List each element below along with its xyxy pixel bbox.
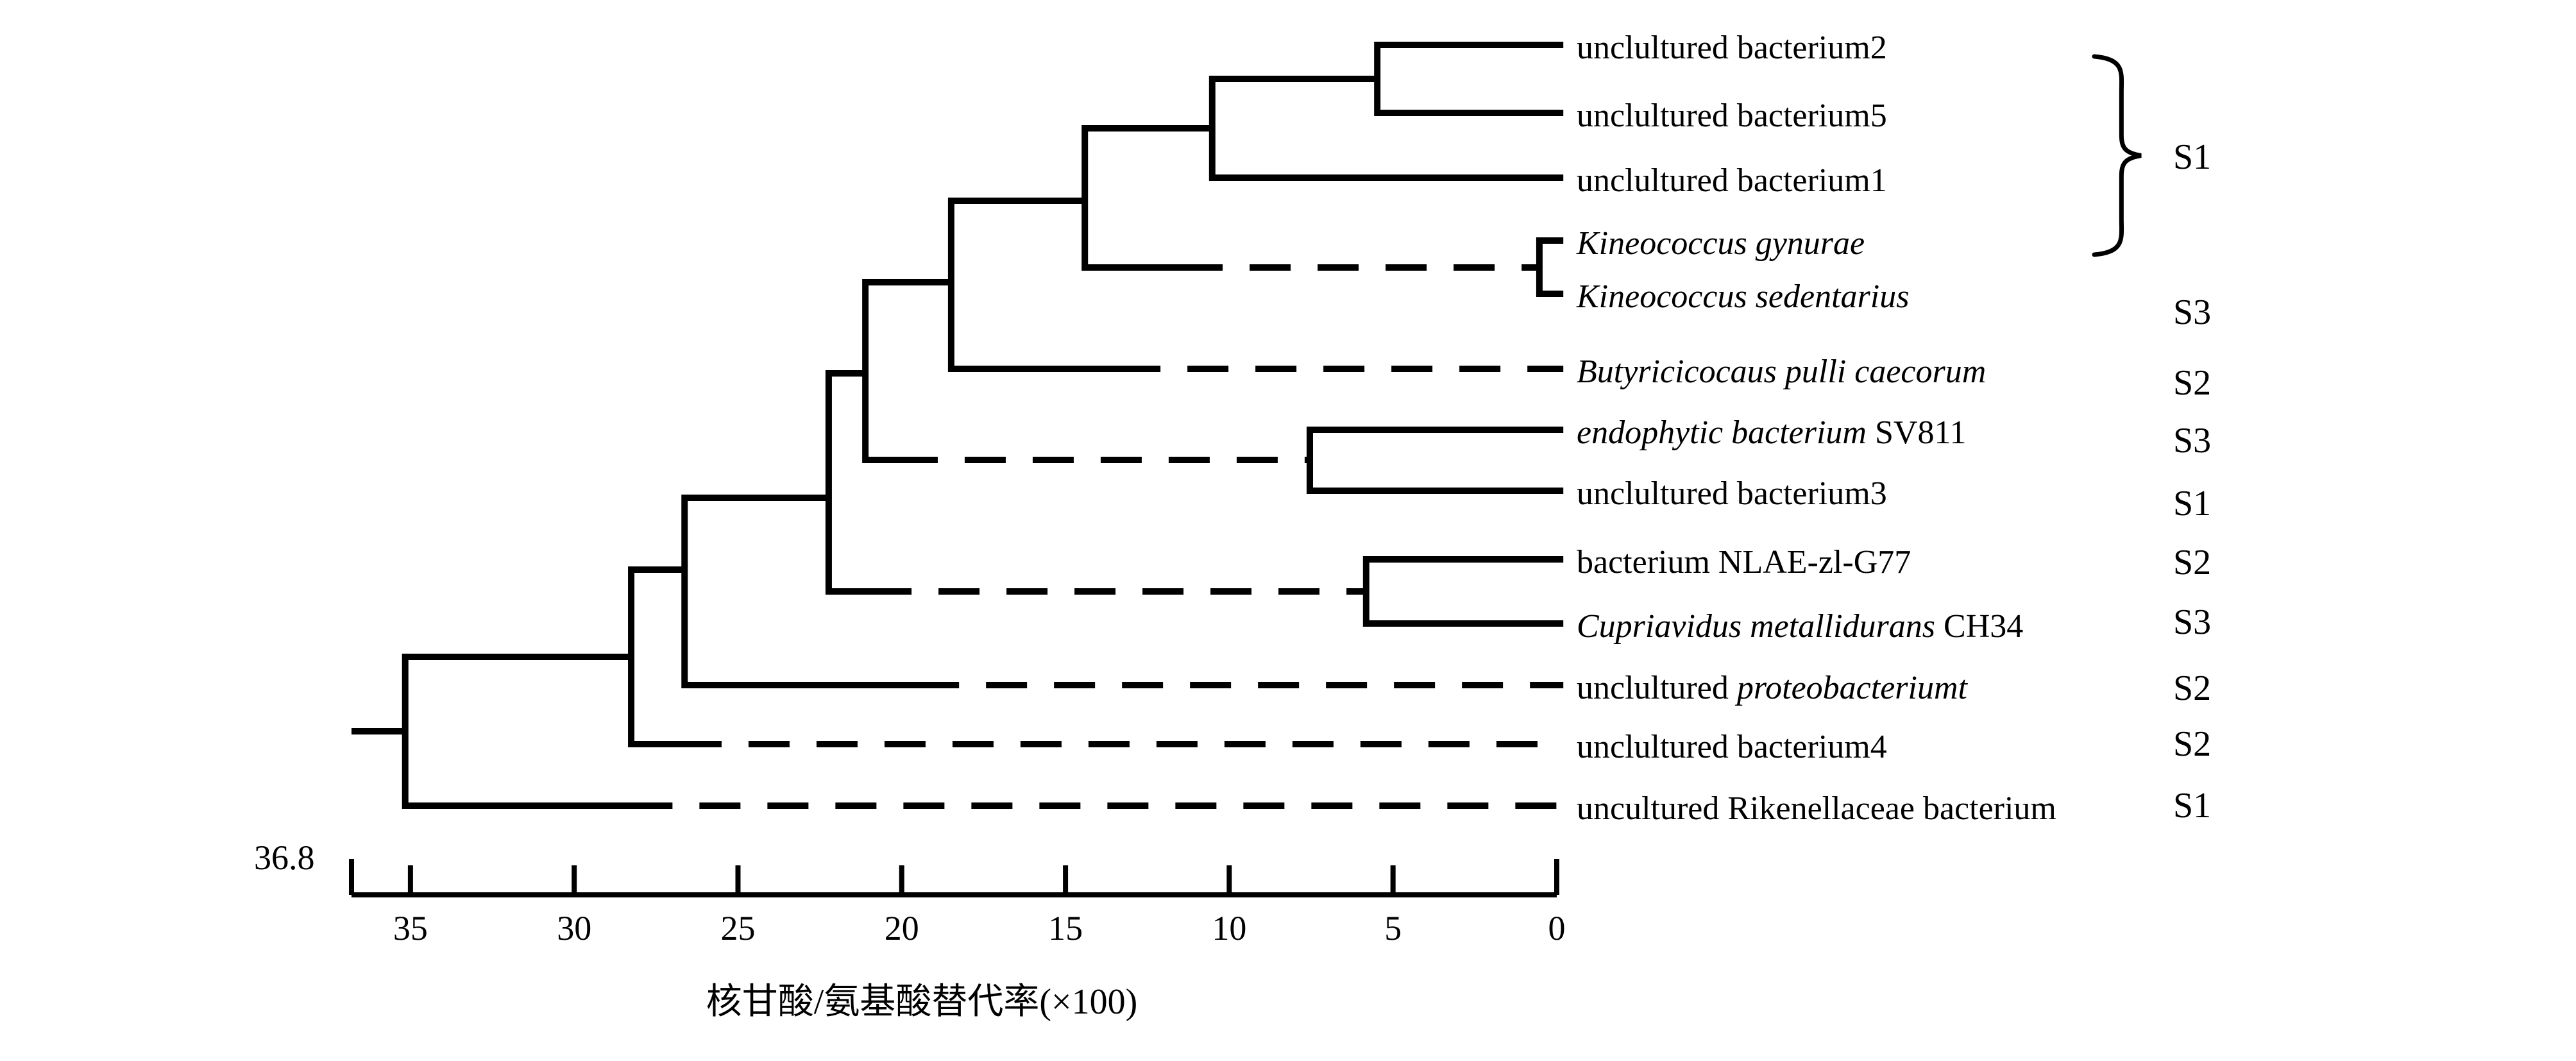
- leaf-label-b2: unclultured bacterium2: [1577, 30, 1887, 66]
- group-label-b3: S1: [2173, 484, 2211, 523]
- axis-tick-label-10: 10: [1212, 909, 1246, 947]
- group-label-buty: S2: [2173, 363, 2211, 403]
- leaf-label-proteo: unclultured proteobacteriumt: [1577, 670, 1969, 706]
- group-label-cupri: S3: [2173, 602, 2211, 642]
- leaf-label-cupri: Cupriavidus metallidurans CH34: [1577, 608, 2023, 645]
- leaf-label-b3: unclultured bacterium3: [1577, 475, 1887, 512]
- axis-max-depth-label: 36.8: [254, 838, 315, 877]
- axis-tick-label-20: 20: [885, 909, 919, 947]
- axis-tick-label-15: 15: [1048, 909, 1083, 947]
- group-label-b4: S2: [2173, 724, 2211, 764]
- group-label-sed: S3: [2173, 293, 2211, 332]
- axis-tick-label-5: 5: [1384, 909, 1402, 947]
- axis-tick-label-35: 35: [393, 909, 428, 947]
- leaf-label-b4: unclultured bacterium4: [1577, 729, 1887, 765]
- axis-title: 核甘酸/氨基酸替代率(×100): [706, 982, 1137, 1022]
- brace-group-label: S1: [2173, 137, 2211, 177]
- leaf-label-b1: unclultured bacterium1: [1577, 162, 1887, 199]
- leaf-label-endo: endophytic bacterium SV811: [1577, 414, 1967, 451]
- group-label-riken: S1: [2173, 786, 2211, 826]
- brace-icon: [2092, 54, 2142, 257]
- leaf-label-riken: uncultured Rikenellaceae bacterium: [1577, 790, 2056, 827]
- leaf-label-buty: Butyricicocaus pulli caecorum: [1577, 353, 1986, 390]
- group-label-proteo: S2: [2173, 668, 2211, 708]
- group-label-endo: S3: [2173, 421, 2211, 461]
- group-label-nlae: S2: [2173, 543, 2211, 582]
- axis-tick-label-30: 30: [557, 909, 591, 947]
- axis-tick-label-0: 0: [1548, 909, 1566, 947]
- axis-tick-label-25: 25: [721, 909, 756, 947]
- leaf-label-gyn: Kineococcus gynurae: [1576, 225, 1865, 262]
- leaf-label-sed: Kineococcus sedentarius: [1576, 278, 1909, 315]
- leaf-label-b5: unclultured bacterium5: [1577, 98, 1887, 134]
- leaf-label-nlae: bacterium NLAE-zl-G77: [1577, 544, 1911, 581]
